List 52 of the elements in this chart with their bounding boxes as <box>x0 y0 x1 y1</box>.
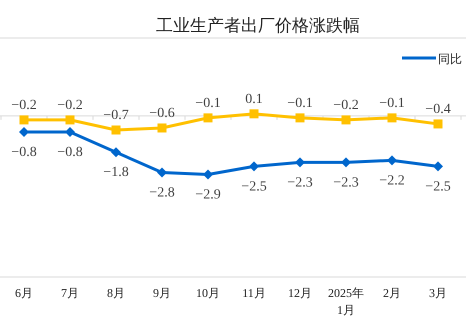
point <box>19 127 29 138</box>
data-label: −2.3 <box>333 175 359 190</box>
point <box>157 167 167 178</box>
data-label: −0.2 <box>333 98 359 113</box>
point <box>250 109 258 118</box>
point <box>65 127 75 138</box>
legend-label: 同比 <box>438 52 462 66</box>
x-tick-label: 2025年1月 <box>328 286 364 317</box>
data-label: −0.1 <box>379 96 405 111</box>
x-tick-label: 8月 <box>107 286 125 300</box>
point <box>112 126 120 134</box>
chart-title: 工业生产者出厂价格涨跌幅 <box>156 16 360 36</box>
point <box>20 115 28 124</box>
data-label: −2.5 <box>241 179 267 194</box>
x-tick-label: 9月 <box>153 286 171 300</box>
point <box>387 155 397 166</box>
point <box>342 115 350 124</box>
x-tick-label: 12月 <box>288 286 312 300</box>
data-label: −1.8 <box>103 165 129 180</box>
point <box>434 119 442 128</box>
data-label: −0.2 <box>57 98 83 113</box>
data-label: −2.2 <box>379 173 405 188</box>
point <box>341 157 351 168</box>
point <box>111 147 121 158</box>
x-tick-label: 3月 <box>429 286 447 300</box>
point <box>66 115 74 124</box>
x-tick-label: 11月 <box>242 286 266 300</box>
x-tick-label: 7月 <box>61 286 79 300</box>
x-tick-label: 2月 <box>383 286 401 300</box>
point <box>295 157 305 168</box>
data-label: −0.8 <box>11 145 37 160</box>
point <box>388 113 396 122</box>
data-label: −2.8 <box>149 185 175 200</box>
point <box>204 113 212 122</box>
point <box>433 161 443 172</box>
data-label: −2.9 <box>195 187 221 202</box>
data-label: −0.6 <box>149 106 175 121</box>
data-label: −0.1 <box>287 96 313 111</box>
data-label: 0.1 <box>245 92 263 107</box>
data-label: −2.3 <box>287 175 313 190</box>
x-tick-label: 10月 <box>196 286 220 300</box>
data-label: −2.5 <box>425 179 451 194</box>
data-label: −0.2 <box>11 98 37 113</box>
point <box>203 169 213 180</box>
data-label: −0.7 <box>103 108 129 123</box>
point <box>296 113 304 122</box>
data-label: −0.1 <box>195 96 221 111</box>
data-label: −0.4 <box>425 102 451 117</box>
x-tick-label: 6月 <box>15 286 33 300</box>
point <box>249 161 259 172</box>
point <box>158 123 166 132</box>
data-label: −0.8 <box>57 145 83 160</box>
